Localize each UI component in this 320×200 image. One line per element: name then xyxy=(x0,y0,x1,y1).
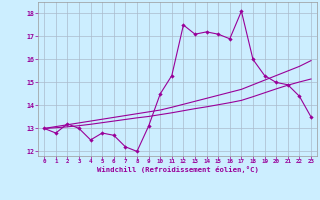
X-axis label: Windchill (Refroidissement éolien,°C): Windchill (Refroidissement éolien,°C) xyxy=(97,166,259,173)
